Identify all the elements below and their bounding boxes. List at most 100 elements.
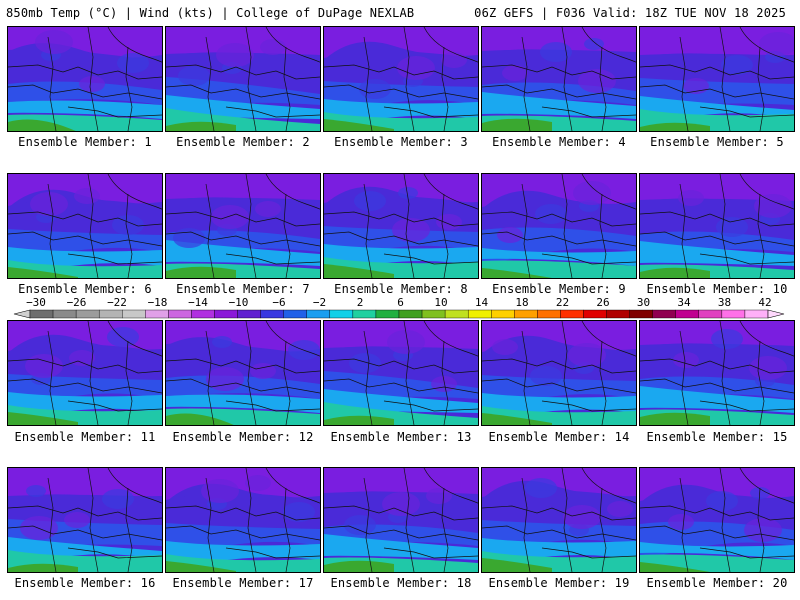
boundary-line — [67, 253, 162, 265]
boundary-line — [225, 547, 320, 559]
boundary-line — [47, 183, 57, 278]
colorbar-segment — [514, 309, 538, 319]
boundary-line — [561, 174, 573, 278]
ensemble-member-label: Ensemble Member: 5 — [650, 135, 784, 149]
boundary-line — [225, 400, 320, 412]
temperature-blob — [436, 214, 462, 230]
temperature-blob — [30, 192, 68, 216]
boundary-line — [423, 468, 478, 508]
temperature-blob — [673, 352, 699, 368]
colorbar-tick-label: −10 — [228, 296, 249, 309]
colorbar-segment — [75, 309, 100, 319]
temperature-blob — [744, 518, 782, 542]
ensemble-map-panel — [639, 320, 795, 426]
ensemble-member-label: Ensemble Member: 13 — [330, 430, 472, 444]
temperature-blob — [20, 516, 58, 540]
boundary-line — [757, 340, 765, 425]
colorbar-segment — [491, 309, 515, 319]
colorbar-tick-label: −26 — [66, 296, 87, 309]
ensemble-member-label: Ensemble Member: 15 — [646, 430, 788, 444]
boundary-line — [482, 64, 636, 80]
colorbar-segment — [329, 309, 354, 319]
boundary-line — [265, 27, 320, 67]
ensemble-member-label: Ensemble Member: 7 — [176, 282, 310, 296]
boundary-line — [324, 64, 478, 80]
temperature-band — [640, 267, 710, 278]
temperature-band — [640, 241, 794, 266]
temperature-blob — [102, 489, 134, 509]
ensemble-map-panel — [7, 173, 163, 279]
boundary-line — [47, 36, 57, 131]
colorbar-segment — [375, 309, 400, 319]
temperature-blob — [497, 227, 523, 243]
colorbar-segment — [444, 309, 469, 319]
temperature-blob — [260, 39, 286, 55]
temperature-blob — [255, 201, 281, 217]
boundary-line — [383, 253, 478, 265]
temperature-band — [166, 95, 320, 119]
colorbar-segment — [467, 309, 492, 319]
boundary-line — [363, 36, 373, 131]
boundary-line — [8, 505, 162, 521]
colorbar-tick-label: −6 — [272, 296, 286, 309]
boundary-line — [640, 84, 794, 100]
boundary-line — [383, 547, 478, 559]
boundary-line — [482, 505, 636, 521]
boundary-line — [403, 27, 415, 131]
temperature-band — [8, 119, 78, 131]
ensemble-map-panel — [165, 467, 321, 573]
boundary-line — [599, 46, 607, 131]
colorbar-segment — [29, 309, 54, 319]
valid-time-label: 06Z GEFS | F036 Valid: 18Z TUE NOV 18 20… — [474, 6, 786, 20]
boundary-line — [324, 505, 478, 521]
ensemble-member-label: Ensemble Member: 8 — [334, 282, 468, 296]
temperature-blob — [79, 76, 105, 92]
temperature-band — [482, 118, 552, 131]
colorbar-segment — [237, 309, 261, 319]
boundary-line — [205, 330, 215, 425]
ensemble-map-panel — [481, 320, 637, 426]
boundary-line — [245, 321, 257, 425]
ensemble-member-label: Ensemble Member: 12 — [172, 430, 314, 444]
temperature-blob — [382, 492, 420, 516]
colorbar-segment — [352, 309, 377, 319]
ensemble-map-panel — [7, 320, 163, 426]
boundary-line — [8, 231, 162, 247]
temperature-blob — [201, 479, 239, 503]
temperature-blob — [211, 205, 249, 229]
boundary-line — [441, 193, 449, 278]
colorbar-segment — [306, 309, 331, 319]
temperature-blob — [540, 42, 572, 62]
ensemble-member-label: Ensemble Member: 19 — [488, 576, 630, 590]
ensemble-member-label: Ensemble Member: 11 — [14, 430, 156, 444]
temperature-blob — [74, 188, 100, 204]
colorbar-tick-label: −30 — [26, 296, 46, 309]
temperature-blob — [344, 515, 376, 535]
boundary-line — [67, 106, 162, 118]
boundary-line — [324, 378, 478, 394]
boundary-line — [719, 174, 731, 278]
colorbar-tick-label: 10 — [434, 296, 448, 309]
boundary-line — [521, 477, 531, 572]
temperature-blob — [212, 336, 232, 348]
boundary-line — [265, 321, 320, 361]
temperature-blob — [398, 187, 418, 199]
colorbar-segment — [652, 309, 676, 319]
temperature-band — [8, 81, 162, 105]
chart-title: 850mb Temp (°C) | Wind (kts) | College o… — [6, 6, 415, 20]
boundary-line — [324, 358, 478, 374]
boundary-line — [541, 253, 636, 265]
temperature-band — [640, 27, 794, 57]
temperature-blob — [173, 228, 205, 248]
temperature-blob — [716, 217, 748, 237]
colorbar-segment — [52, 309, 77, 319]
temperature-band — [8, 563, 78, 572]
boundary-line — [599, 193, 607, 278]
boundary-line — [561, 321, 573, 425]
ensemble-member-label: Ensemble Member: 18 — [330, 576, 472, 590]
temperature-band — [482, 413, 552, 425]
ensemble-map-panel — [323, 320, 479, 426]
temperature-blob — [117, 53, 149, 73]
ensemble-member-label: Ensemble Member: 10 — [646, 282, 788, 296]
temperature-band — [482, 248, 636, 266]
